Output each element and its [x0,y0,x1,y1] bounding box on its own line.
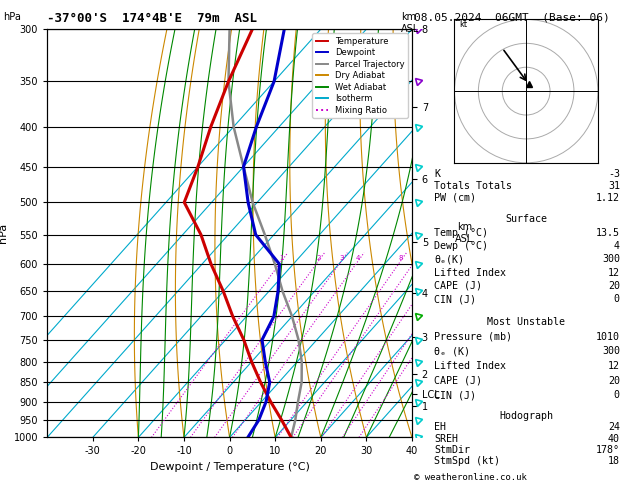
Text: Dewp (°C): Dewp (°C) [435,241,489,251]
Text: 20: 20 [608,376,620,385]
Text: CAPE (J): CAPE (J) [435,376,482,385]
Text: hPa: hPa [3,12,21,22]
Text: StmDir: StmDir [435,445,470,455]
Y-axis label: km
ASL: km ASL [455,223,474,244]
Text: 178°: 178° [596,445,620,455]
Text: 300: 300 [602,254,620,264]
Text: CIN (J): CIN (J) [435,390,476,400]
Text: km
ASL: km ASL [401,12,420,34]
Text: 8: 8 [398,255,403,261]
Text: Temp (°C): Temp (°C) [435,227,489,238]
Text: 18: 18 [608,456,620,466]
Text: 08.05.2024  06GMT  (Base: 06): 08.05.2024 06GMT (Base: 06) [414,12,610,22]
Text: StmSpd (kt): StmSpd (kt) [435,456,501,466]
Text: θₑ (K): θₑ (K) [435,347,470,356]
Text: θₑ(K): θₑ(K) [435,254,464,264]
Text: 1.12: 1.12 [596,193,620,203]
Text: 0: 0 [614,390,620,400]
Text: Most Unstable: Most Unstable [487,317,565,327]
Text: -37°00'S  174°4B'E  79m  ASL: -37°00'S 174°4B'E 79m ASL [47,12,257,25]
X-axis label: Dewpoint / Temperature (°C): Dewpoint / Temperature (°C) [150,462,309,472]
Text: Totals Totals: Totals Totals [435,181,513,191]
Text: PW (cm): PW (cm) [435,193,476,203]
Text: CAPE (J): CAPE (J) [435,281,482,291]
Text: 20: 20 [608,281,620,291]
Text: Lifted Index: Lifted Index [435,361,506,371]
Text: 300: 300 [602,347,620,356]
Text: Pressure (mb): Pressure (mb) [435,332,513,342]
Text: 12: 12 [608,267,620,278]
Text: 40: 40 [608,434,620,444]
Text: 0: 0 [614,294,620,304]
Legend: Temperature, Dewpoint, Parcel Trajectory, Dry Adiabat, Wet Adiabat, Isotherm, Mi: Temperature, Dewpoint, Parcel Trajectory… [313,34,408,118]
Text: 1: 1 [279,255,284,261]
Text: Hodograph: Hodograph [499,411,553,421]
Text: 24: 24 [608,422,620,433]
Text: 31: 31 [608,181,620,191]
Text: EH: EH [435,422,447,433]
Text: -3: -3 [608,169,620,178]
Text: © weatheronline.co.uk: © weatheronline.co.uk [414,473,526,482]
Text: kt: kt [459,19,467,29]
Text: 4: 4 [614,241,620,251]
Text: CIN (J): CIN (J) [435,294,476,304]
Y-axis label: hPa: hPa [0,223,8,243]
Text: K: K [435,169,440,178]
Text: 1010: 1010 [596,332,620,342]
Text: 4: 4 [356,255,360,261]
Text: Surface: Surface [505,214,547,225]
Text: 2: 2 [316,255,321,261]
Text: Lifted Index: Lifted Index [435,267,506,278]
Text: 3: 3 [339,255,343,261]
Text: SREH: SREH [435,434,459,444]
Text: 13.5: 13.5 [596,227,620,238]
Text: 12: 12 [608,361,620,371]
